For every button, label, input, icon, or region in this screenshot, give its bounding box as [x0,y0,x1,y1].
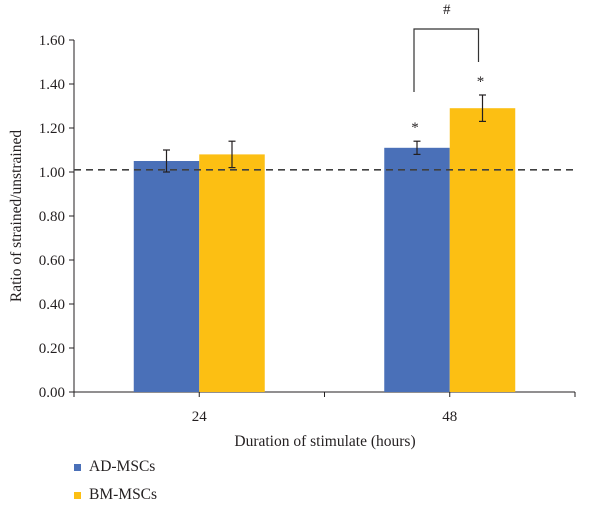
y-tick-label: 0.80 [39,209,65,225]
y-tick-label: 1.60 [39,33,65,49]
legend-swatch-ad-mscs [74,463,81,471]
y-tick-label: 0.40 [39,297,65,313]
legend-item-bm-mscs: BM-MSCs [74,486,157,504]
bar-ad-mscs-48 [384,147,450,392]
y-tick-label: 1.00 [39,165,65,181]
y-tick-label: 0.60 [39,253,65,269]
y-tick-label: 0.20 [39,341,65,357]
x-tick-label: 24 [192,409,208,425]
y-tick-label: 1.20 [39,121,65,137]
legend-label: AD-MSCs [89,458,156,475]
x-axis-title: Duration of stimulate (hours) [234,433,415,450]
y-tick-label: 0.00 [39,385,65,401]
legend-label: BM-MSCs [89,486,158,503]
x-tick-label: 48 [442,409,457,425]
legend-item-ad-mscs: AD-MSCs [74,458,155,476]
bar-ad-mscs-24 [133,161,200,392]
bar-bm-mscs-24 [199,154,265,392]
significance-asterisk: * [411,120,419,136]
significance-asterisk: * [477,74,485,90]
y-tick-label: 1.40 [39,77,65,93]
y-axis-title: Ratio of strained/unstrained [8,130,25,302]
significance-hash: # [443,2,451,18]
legend-swatch-bm-mscs [74,491,81,499]
bar-bm-mscs-48 [449,108,516,392]
significance-bracket [413,28,480,92]
